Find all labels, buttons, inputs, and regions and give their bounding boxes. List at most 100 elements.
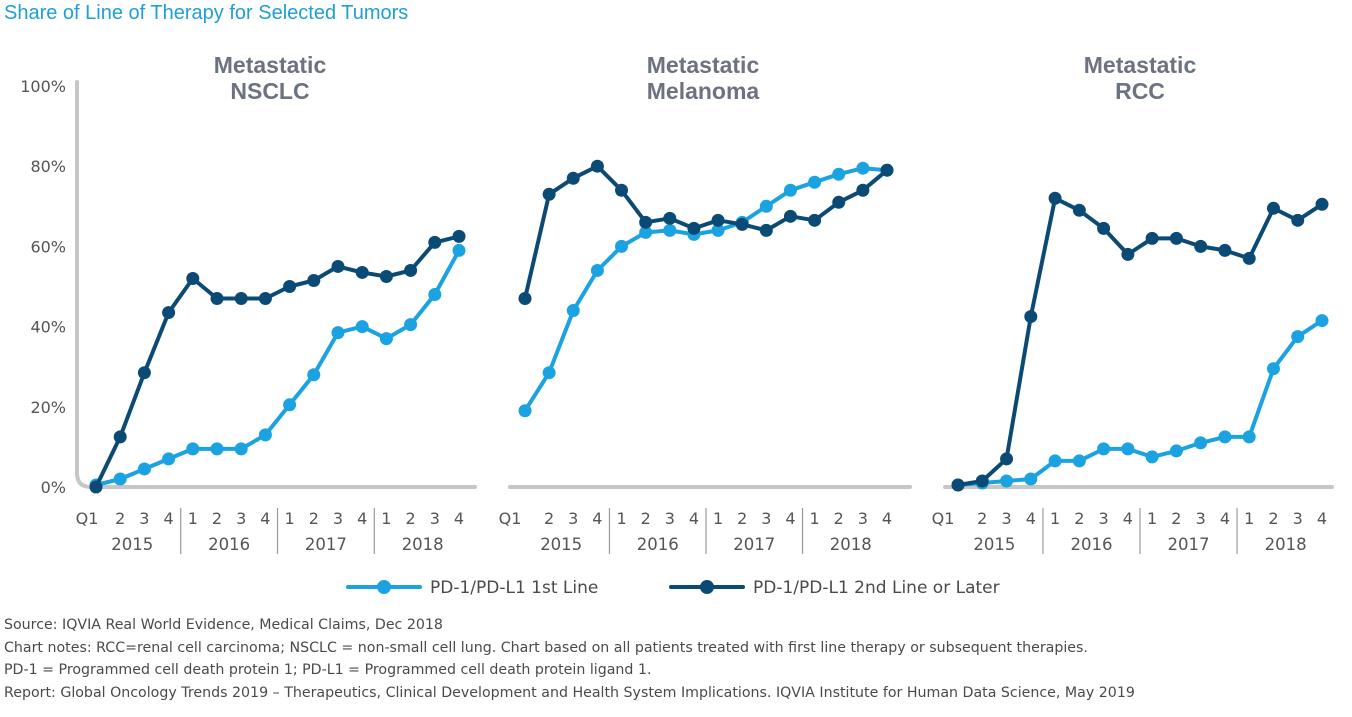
data-point	[1048, 454, 1062, 468]
data-point	[1000, 474, 1014, 488]
data-point	[258, 292, 272, 306]
data-point	[113, 430, 127, 444]
x-tick-label: 1	[1147, 509, 1157, 528]
data-point	[1000, 452, 1014, 466]
note-definitions: PD-1 = Programmed cell death protein 1; …	[4, 662, 652, 679]
x-tick-label: 3	[761, 509, 771, 528]
legend-swatch-marker	[700, 580, 714, 594]
x-tick-label: 1	[285, 509, 295, 528]
legend: PD-1/PD-L1 1st Line PD-1/PD-L1 2nd Line o…	[346, 578, 1000, 598]
x-tick-label: 4	[454, 509, 464, 528]
data-point	[234, 442, 248, 456]
data-point	[1169, 444, 1183, 458]
data-point	[1266, 201, 1280, 215]
x-tick-label: 1	[810, 509, 820, 528]
x-tick-label: 2	[1171, 509, 1181, 528]
data-point	[452, 243, 466, 257]
data-point	[1291, 213, 1305, 227]
y-tick-label: 0%	[41, 478, 66, 497]
data-point	[711, 223, 725, 237]
data-point	[590, 159, 604, 173]
data-point	[210, 442, 224, 456]
x-year-label: 2017	[1168, 535, 1210, 554]
data-point	[210, 292, 224, 306]
y-tick-label: 80%	[30, 157, 66, 176]
data-point	[1048, 191, 1062, 205]
data-point	[1291, 330, 1305, 344]
data-point	[1145, 231, 1159, 245]
x-tick-label: 1	[616, 509, 626, 528]
x-tick-label: 3	[858, 509, 868, 528]
data-point	[542, 366, 556, 380]
data-point	[1194, 436, 1208, 450]
x-tick-label: Q1	[76, 509, 99, 528]
data-point	[355, 265, 369, 279]
data-point	[639, 225, 653, 239]
data-point	[1072, 203, 1086, 217]
series-line-first-line	[94, 248, 461, 487]
data-point	[759, 223, 773, 237]
x-tick-label: Q1	[932, 509, 955, 528]
data-point	[1024, 310, 1038, 324]
data-point	[783, 209, 797, 223]
x-tick-label: 3	[1196, 509, 1206, 528]
data-point	[1242, 430, 1256, 444]
data-point	[1121, 247, 1135, 261]
data-point	[331, 259, 345, 273]
data-point	[951, 478, 965, 492]
data-point	[258, 428, 272, 442]
note-chart: Chart notes: RCC=renal cell carcinoma; N…	[4, 639, 1088, 656]
panel-title-line: Metastatic	[647, 52, 760, 78]
panel-title-line: NSCLC	[230, 78, 309, 104]
panel-title-line: Melanoma	[647, 78, 760, 104]
x-tick-label: 1	[381, 509, 391, 528]
x-tick-label: 3	[1293, 509, 1303, 528]
data-point	[1097, 221, 1111, 235]
note-source: Source: IQVIA Real World Evidence, Medic…	[4, 617, 443, 633]
data-point	[1024, 472, 1038, 486]
data-point	[687, 221, 701, 235]
x-tick-label: 1	[713, 509, 723, 528]
panel-title-line: Metastatic	[1084, 52, 1197, 78]
x-tick-label: 4	[357, 509, 367, 528]
x-tick-label: 4	[1123, 509, 1133, 528]
data-point	[113, 472, 127, 486]
panel-title-line: Metastatic	[214, 52, 327, 78]
x-tick-label: 3	[236, 509, 246, 528]
data-point	[1097, 442, 1111, 456]
data-point	[1145, 450, 1159, 464]
series-line-second-line	[956, 196, 1324, 487]
data-point	[783, 183, 797, 197]
x-year-label: 2018	[402, 535, 444, 554]
data-point	[856, 183, 870, 197]
series-line-second-line	[94, 234, 461, 489]
data-point	[379, 269, 393, 283]
x-tick-label: 4	[1317, 509, 1327, 528]
data-point	[1218, 243, 1232, 257]
x-tick-label: 4	[689, 509, 699, 528]
x-year-label: 2018	[1265, 535, 1307, 554]
data-point	[808, 213, 822, 227]
data-point	[162, 306, 176, 320]
x-tick-label: 4	[785, 509, 795, 528]
data-point	[379, 332, 393, 346]
legend-label: PD-1/PD-L1 1st Line	[430, 578, 598, 598]
x-tick-label: 2	[1074, 509, 1084, 528]
x-tick-label: 3	[568, 509, 578, 528]
x-tick-label: 1	[1050, 509, 1060, 528]
data-point	[89, 480, 103, 494]
y-axis-labels: 0% 20% 40% 60% 80% 100%	[20, 77, 66, 497]
data-point	[1218, 430, 1232, 444]
x-tick-label: 2	[834, 509, 844, 528]
x-tick-label: 2	[309, 509, 319, 528]
data-point	[711, 213, 725, 227]
data-point	[307, 273, 321, 287]
x-tick-label: 4	[164, 509, 174, 528]
data-point	[1315, 197, 1329, 211]
data-point	[331, 326, 345, 340]
chart-title: Share of Line of Therapy for Selected Tu…	[4, 2, 409, 24]
series-line-first-line	[523, 166, 889, 413]
